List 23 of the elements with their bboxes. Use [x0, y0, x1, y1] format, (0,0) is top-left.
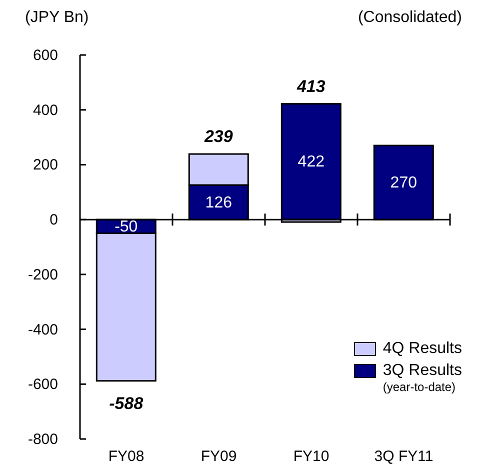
y-axis-title: (JPY Bn) [25, 9, 89, 27]
data-label: -50 [114, 218, 138, 235]
total-label: -588 [109, 394, 144, 413]
y-tick-label: -800 [28, 430, 58, 448]
y-tick-label: 600 [32, 46, 58, 64]
total-label: 413 [296, 76, 326, 96]
text: (Consolidated) [358, 9, 462, 27]
legend-label: 4Q Results [382, 340, 462, 358]
x-tick-label: FY09 [200, 448, 237, 465]
x-tick-label: 3Q FY11 [374, 448, 434, 465]
y-tick-label: -200 [28, 266, 58, 283]
y-tick-label: -600 [28, 376, 58, 393]
data-label: 422 [298, 153, 325, 170]
data-label: 126 [205, 194, 232, 211]
y-tick-label: 0 [50, 211, 58, 228]
legend-label: 3Q Results (year-to-date) [382, 362, 462, 394]
total-label: 239 [203, 127, 234, 146]
x-tick-label: FY10 [293, 448, 330, 465]
y-tick-label: 400 [32, 101, 58, 118]
data-label: 270 [390, 174, 418, 192]
x-tick-label: FY08 [108, 448, 144, 465]
y-tick-label: -400 [28, 320, 58, 338]
y-tick-label: 200 [32, 156, 58, 174]
